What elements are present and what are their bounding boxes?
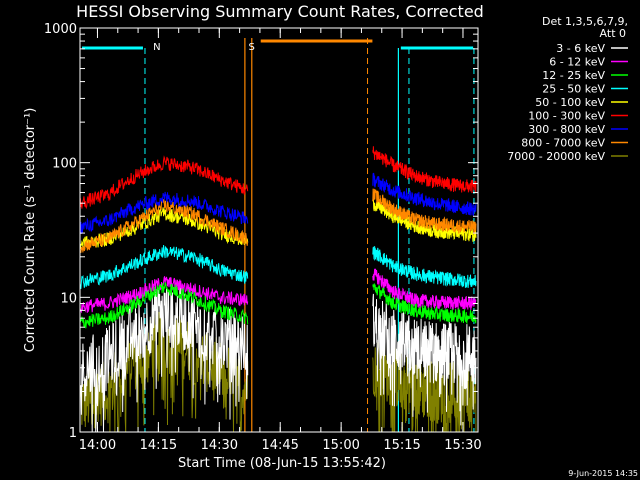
series-trace-3-segment-2 [372, 246, 477, 288]
x-tick-label: 15:15 [383, 438, 420, 453]
series-trace-6-segment-1 [80, 191, 249, 235]
series-trace-5-segment-1 [80, 155, 249, 210]
legend-entry-label: 12 - 25 keV [542, 69, 605, 82]
x-tick-label: 14:45 [261, 438, 298, 453]
y-tick-label: 10 [60, 291, 77, 306]
legend-entry-label: 100 - 300 keV [528, 110, 605, 123]
x-tick-label: 15:30 [444, 438, 481, 453]
chart-title: HESSI Observing Summary Count Rates, Cor… [76, 2, 484, 21]
y-tick-label: 1 [69, 426, 77, 441]
series-trace-0-segment-2 [372, 293, 477, 426]
legend-header-detectors: Det 1,3,5,6,7,9, [542, 15, 628, 28]
x-tick-label: 14:15 [140, 438, 177, 453]
series-trace-3-segment-1 [80, 244, 249, 289]
legend-entry-label: 300 - 800 keV [528, 123, 605, 136]
legend-entry-label: 50 - 100 keV [535, 96, 605, 109]
legend-entry-label: 800 - 7000 keV [521, 137, 605, 150]
legend-entry-label: 25 - 50 keV [542, 83, 605, 96]
series-trace-1-segment-2 [372, 268, 477, 310]
x-tick-label: 15:00 [322, 438, 359, 453]
x-tick-label: 14:00 [79, 438, 116, 453]
series-trace-2-segment-2 [372, 283, 477, 325]
y-tick-label: 1000 [44, 22, 77, 37]
interval-annotation-s: S [249, 42, 255, 53]
series-trace-5-segment-2 [372, 146, 477, 194]
x-tick-label: 14:30 [201, 438, 238, 453]
legend-entry-label: 7000 - 20000 keV [507, 150, 605, 163]
series-trace-6-segment-2 [372, 172, 477, 216]
series-trace-0-segment-1 [80, 285, 249, 432]
generation-timestamp: 9-Jun-2015 14:35 [568, 469, 638, 478]
series-trace-2-segment-1 [80, 281, 249, 329]
series-trace-7-segment-2 [372, 188, 477, 235]
plot-frame [79, 27, 479, 433]
series-trace-1-segment-1 [80, 276, 249, 314]
legend-header-attenuator: Att 0 [600, 27, 626, 40]
series-trace-7-segment-1 [80, 199, 249, 253]
y-axis-label: Corrected Count Rate (s⁻¹ detector⁻¹) [23, 108, 38, 353]
legend-entry-label: 3 - 6 keV [556, 42, 605, 55]
legend-entry-label: 6 - 12 keV [549, 56, 605, 69]
interval-annotation-n: N [153, 42, 160, 53]
x-axis-label: Start Time (08-Jun-15 13:55:42) [178, 456, 386, 471]
y-tick-label: 100 [52, 157, 77, 172]
